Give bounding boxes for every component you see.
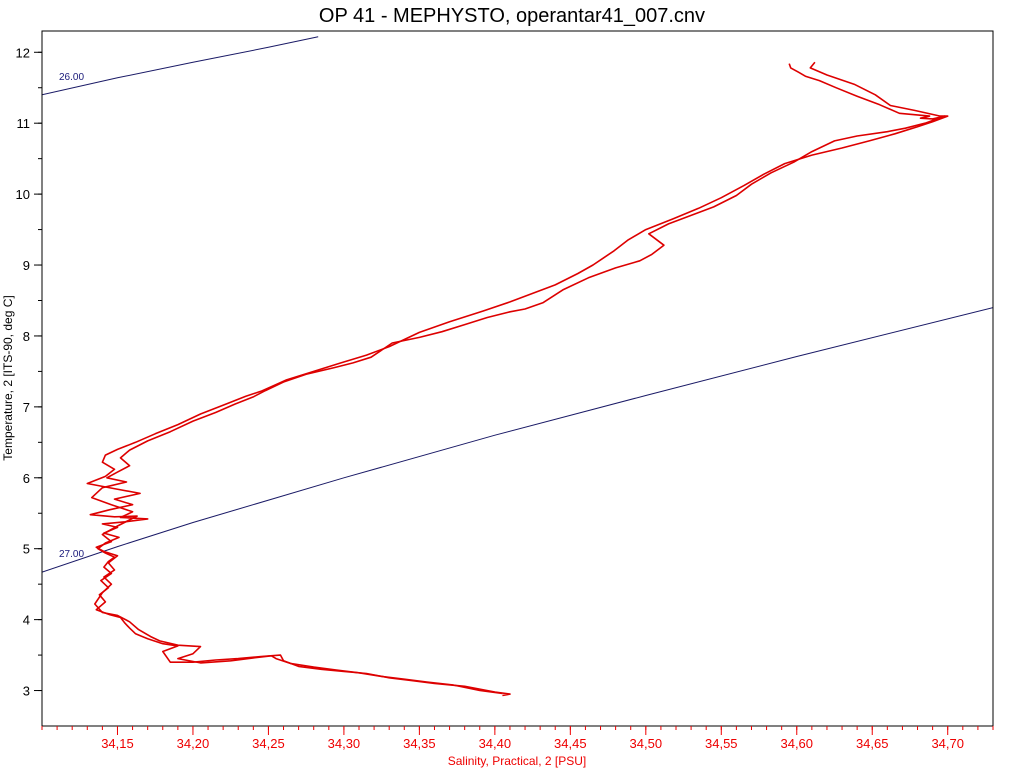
y-tick-label: 10 [16,187,30,202]
x-axis: 34,15 34,20 34,25 34,30 34,35 34,40 34,45 34,50… [41,726,994,751]
x-tick-label: 34,70 [931,736,964,751]
isopycnal-label: 27.00 [59,549,84,560]
isopycnal-line [42,36,319,96]
profile-line [86,61,949,695]
profile-layer [86,61,949,697]
x-tick-label: 34,15 [101,736,134,751]
x-tick-label: 34,65 [856,736,889,751]
x-tick-label: 34,20 [177,736,210,751]
x-axis-title: Salinity, Practical, 2 [PSU] [448,754,587,768]
x-tick-label: 34,40 [479,736,512,751]
chart-title: OP 41 - MEPHYSTO, operantar41_007.cnv [319,5,705,27]
plot-frame [41,30,994,727]
x-tick-label: 34,60 [780,736,813,751]
y-tick-label: 11 [17,116,31,131]
x-tick-label: 34,30 [328,736,361,751]
x-tick-label: 34,35 [403,736,436,751]
isopycnal-label: 26.00 [59,72,84,83]
y-tick-label: 3 [23,684,30,699]
x-tick-label: 34,50 [630,736,663,751]
profile-line [91,63,946,697]
y-tick-label: 5 [23,542,30,557]
y-tick-label: 9 [23,258,30,273]
y-tick-label: 8 [23,329,30,344]
y-axis: 3 4 5 6 7 8 9 10 11 12 [16,45,42,699]
y-tick-label: 7 [23,400,30,415]
y-tick-label: 4 [23,613,30,628]
x-tick-label: 34,25 [252,736,285,751]
x-tick-label: 34,45 [554,736,587,751]
isopycnal-line [42,307,993,573]
x-tick-label: 34,55 [705,736,738,751]
y-tick-label: 6 [23,471,30,486]
y-tick-label: 12 [16,45,30,60]
y-axis-title: Temperature, 2 [ITS-90, deg C] [1,295,15,460]
isopycnal-label-layer: 26.00 27.00 [59,72,84,560]
isopycnal-layer [42,36,993,573]
